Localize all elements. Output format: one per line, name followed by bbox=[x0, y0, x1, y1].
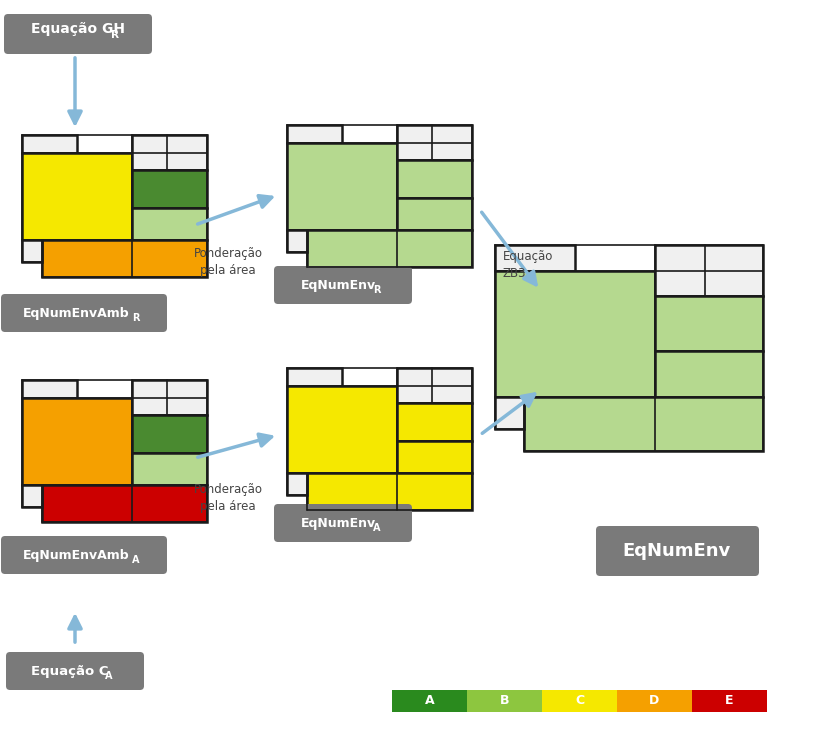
Bar bbox=[307, 230, 472, 267]
Bar bbox=[617, 690, 692, 712]
Text: EqNumEnv: EqNumEnv bbox=[301, 517, 376, 529]
Bar bbox=[287, 125, 342, 143]
Bar bbox=[397, 125, 472, 160]
Bar bbox=[22, 153, 132, 240]
Bar bbox=[307, 473, 472, 510]
Bar bbox=[397, 441, 472, 473]
Text: B: B bbox=[499, 694, 509, 708]
Bar bbox=[132, 135, 207, 170]
Bar bbox=[42, 485, 207, 522]
Text: R: R bbox=[373, 285, 381, 295]
Bar bbox=[654, 351, 763, 397]
Text: EqNumEnv: EqNumEnv bbox=[301, 278, 376, 291]
Bar bbox=[524, 397, 763, 451]
FancyBboxPatch shape bbox=[274, 266, 412, 304]
Text: E: E bbox=[725, 694, 733, 708]
Text: EqNumEnvAmb: EqNumEnvAmb bbox=[23, 548, 129, 562]
Text: Ponderação
pela área: Ponderação pela área bbox=[194, 247, 263, 277]
Text: R: R bbox=[111, 30, 119, 40]
Bar bbox=[397, 160, 472, 198]
Bar bbox=[495, 397, 524, 429]
Bar bbox=[132, 453, 207, 485]
Bar bbox=[132, 170, 207, 208]
Bar bbox=[22, 485, 42, 507]
Text: Equação C: Equação C bbox=[31, 664, 109, 677]
Bar bbox=[287, 473, 307, 495]
Bar bbox=[42, 240, 207, 277]
Bar bbox=[495, 245, 575, 271]
Bar bbox=[692, 690, 767, 712]
Bar bbox=[132, 415, 207, 453]
FancyBboxPatch shape bbox=[4, 14, 152, 54]
Text: Ponderação
pela área: Ponderação pela área bbox=[194, 483, 263, 513]
Bar bbox=[22, 135, 77, 153]
Bar bbox=[132, 208, 207, 240]
Bar bbox=[22, 398, 132, 485]
FancyBboxPatch shape bbox=[596, 526, 759, 576]
Bar bbox=[132, 380, 207, 415]
Text: EqNumEnv: EqNumEnv bbox=[623, 542, 731, 560]
Text: A: A bbox=[105, 671, 113, 681]
Text: D: D bbox=[649, 694, 660, 708]
Text: Equação GH: Equação GH bbox=[31, 22, 125, 36]
FancyBboxPatch shape bbox=[1, 536, 167, 574]
Bar bbox=[495, 271, 654, 397]
FancyBboxPatch shape bbox=[1, 294, 167, 332]
Text: Equação
ZB3: Equação ZB3 bbox=[503, 250, 554, 280]
Bar bbox=[397, 403, 472, 441]
Text: R: R bbox=[132, 313, 139, 323]
Bar bbox=[397, 368, 472, 403]
Bar bbox=[287, 368, 342, 386]
Bar bbox=[467, 690, 542, 712]
Text: A: A bbox=[373, 523, 381, 533]
Text: A: A bbox=[132, 555, 139, 565]
Bar bbox=[287, 143, 397, 230]
Bar bbox=[287, 386, 397, 473]
Text: C: C bbox=[575, 694, 584, 708]
FancyBboxPatch shape bbox=[274, 504, 412, 542]
Bar bbox=[654, 296, 763, 351]
Bar bbox=[654, 245, 763, 296]
Bar bbox=[287, 230, 307, 252]
Bar bbox=[22, 380, 77, 398]
Bar bbox=[542, 690, 617, 712]
Bar bbox=[397, 198, 472, 230]
Text: A: A bbox=[424, 694, 434, 708]
Bar bbox=[22, 240, 42, 262]
FancyBboxPatch shape bbox=[6, 652, 144, 690]
Bar bbox=[392, 690, 467, 712]
Text: EqNumEnvAmb: EqNumEnvAmb bbox=[23, 307, 129, 319]
